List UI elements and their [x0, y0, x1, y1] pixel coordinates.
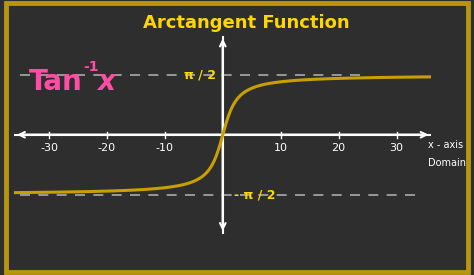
Text: 10: 10: [273, 143, 288, 153]
Text: Domain: Domain: [428, 158, 466, 167]
Text: -20: -20: [98, 143, 116, 153]
Text: 30: 30: [390, 143, 403, 153]
Text: Arctangent Function: Arctangent Function: [143, 14, 350, 32]
Text: Tan: Tan: [28, 68, 82, 97]
Text: - π / 2: - π / 2: [234, 188, 276, 201]
Text: -10: -10: [156, 143, 174, 153]
Text: -1: -1: [83, 60, 99, 74]
Text: x: x: [97, 68, 115, 97]
Text: -30: -30: [40, 143, 58, 153]
Text: x - axis: x - axis: [428, 141, 464, 150]
Text: π / 2: π / 2: [184, 68, 216, 81]
Text: 20: 20: [332, 143, 346, 153]
